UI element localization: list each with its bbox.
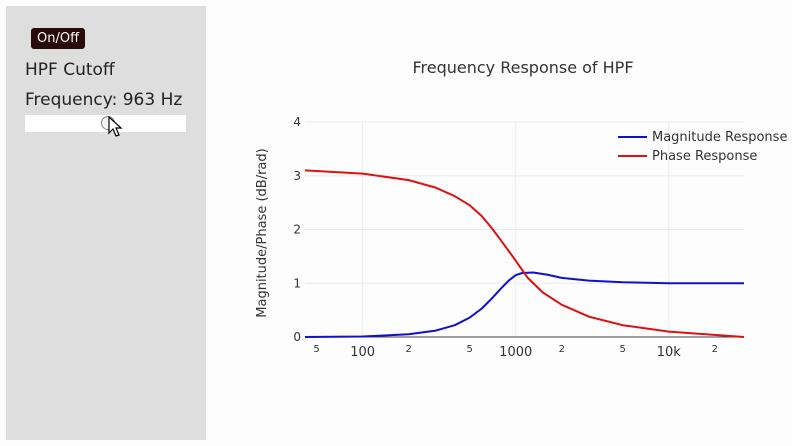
legend-label: Phase Response xyxy=(652,149,757,164)
y-tick-label: 0 xyxy=(293,330,301,344)
y-axis-label: Magnitude/Phase (dB/rad) xyxy=(255,148,270,317)
x-tick-label: 2 xyxy=(712,344,718,355)
x-tick-label: 5 xyxy=(466,344,472,355)
series-line xyxy=(304,271,744,338)
grid xyxy=(305,121,744,337)
series-group xyxy=(304,169,745,338)
y-tick-label: 2 xyxy=(293,223,301,237)
x-tick-label: 2 xyxy=(406,344,412,355)
y-tick-label: 1 xyxy=(293,276,301,290)
cutoff-label: HPF Cutoff xyxy=(25,60,115,80)
x-tick-label: 10k xyxy=(657,345,682,360)
mouse-pointer-icon xyxy=(108,116,123,137)
y-tick-label: 4 xyxy=(293,115,301,129)
cutoff-slider[interactable] xyxy=(25,115,186,132)
frequency-readout: Frequency: 963 Hz xyxy=(25,90,183,110)
chart-title: Frequency Response of HPF xyxy=(412,58,633,77)
x-tick-label: 5 xyxy=(313,344,319,355)
x-tick-label: 1000 xyxy=(499,345,532,360)
series-line xyxy=(304,169,745,338)
axes: 0 1 2 3 4 5 100 2 5 1000 2 5 10k 2 xyxy=(293,115,744,360)
legend[interactable]: Magnitude Response Phase Response xyxy=(618,130,787,164)
x-tick-label: 100 xyxy=(350,345,375,360)
y-tick-label: 3 xyxy=(293,169,301,183)
control-panel: On/Off HPF Cutoff Frequency: 963 Hz xyxy=(6,6,206,440)
x-tick-label: 2 xyxy=(559,344,565,355)
legend-label: Magnitude Response xyxy=(652,130,787,145)
x-tick-label: 5 xyxy=(620,344,626,355)
on-off-button[interactable]: On/Off xyxy=(31,28,86,49)
